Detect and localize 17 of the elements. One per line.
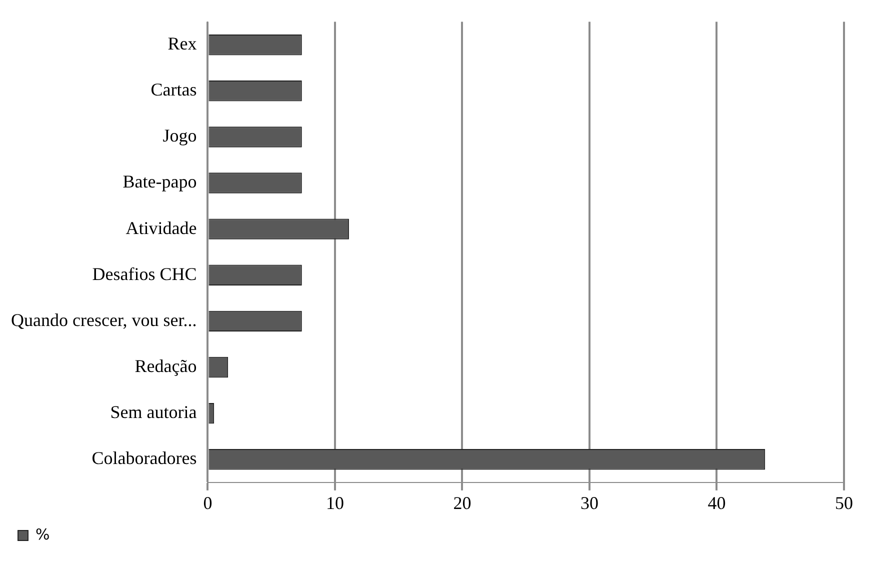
y-tick-label: Colaboradores xyxy=(92,448,197,468)
y-tick-label: Sem autoria xyxy=(110,402,197,422)
x-tick-label: 40 xyxy=(708,492,726,513)
x-tick-label: 0 xyxy=(203,492,212,513)
y-tick-label: Jogo xyxy=(162,126,197,146)
y-tick-label: Bate-papo xyxy=(122,172,197,192)
y-tick-label: Redação xyxy=(134,356,197,376)
x-tick-label: 50 xyxy=(835,492,853,513)
y-tick-label: Desafios CHC xyxy=(92,264,197,284)
y-tick-label: Atividade xyxy=(126,218,197,238)
x-tick-label: 20 xyxy=(453,492,472,513)
legend-label: % xyxy=(36,525,50,544)
y-tick-label: Cartas xyxy=(150,80,197,100)
y-tick-label: Rex xyxy=(168,34,197,54)
x-tick-label: 30 xyxy=(580,492,598,513)
x-tick-label: 10 xyxy=(326,492,344,513)
y-tick-label: Quando crescer, vou ser... xyxy=(10,310,197,330)
